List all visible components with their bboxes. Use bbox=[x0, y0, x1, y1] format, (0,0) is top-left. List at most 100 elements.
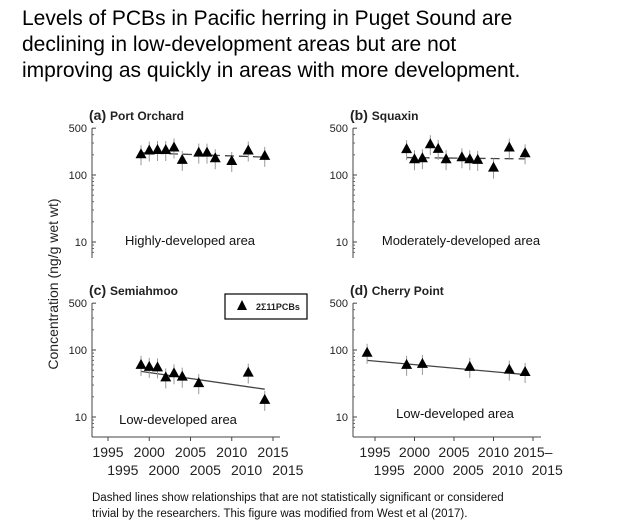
panel-squaxin: 10 100 500(b) Squaxin Moderately-developed … bbox=[330, 107, 541, 258]
data-point bbox=[519, 365, 531, 376]
data-point bbox=[201, 146, 213, 157]
legend-box bbox=[224, 293, 308, 320]
data-point bbox=[259, 149, 271, 160]
x-tick-label: 2000 bbox=[399, 444, 430, 460]
data-point bbox=[464, 360, 476, 371]
panel-port-orchard: 10 100 500(a) Port Orchard Highly-developed… bbox=[69, 107, 271, 258]
trend-line bbox=[140, 370, 265, 390]
data-point bbox=[160, 371, 172, 382]
data-point bbox=[160, 144, 172, 155]
panel-letter: (c) bbox=[89, 282, 110, 298]
data-point bbox=[503, 363, 515, 374]
data-point bbox=[456, 151, 468, 162]
y-axis-label: Concentration (ng/g wet wt) bbox=[45, 198, 61, 369]
data-point bbox=[424, 138, 436, 149]
panel-semiahmoo: 10 100 500(c) Semiahmoo Low-developed area 1… bbox=[69, 282, 304, 478]
title-line: improving as quickly in areas with more … bbox=[22, 59, 521, 82]
y-tick-label: 100 bbox=[69, 170, 87, 182]
footnote-line: Dashed lines show relationships that are… bbox=[92, 492, 504, 504]
y-tick-label: 500 bbox=[69, 123, 87, 135]
x-tick-label-secondary: 2005 bbox=[190, 462, 221, 478]
y-tick-label: 10 bbox=[336, 237, 348, 249]
x-tick-label-secondary: 1995 bbox=[107, 462, 138, 478]
x-tick-label-secondary: 2000 bbox=[413, 462, 444, 478]
panel-title: (b) Squaxin bbox=[350, 107, 418, 123]
x-tick-label: 1995 bbox=[359, 444, 390, 460]
data-point bbox=[242, 366, 254, 377]
data-point bbox=[401, 143, 413, 154]
data-point bbox=[416, 357, 428, 368]
x-tick-label: 2005 bbox=[438, 444, 469, 460]
data-point bbox=[519, 147, 531, 158]
data-point bbox=[152, 361, 163, 372]
x-tick-label: 2015– bbox=[514, 444, 553, 460]
legend: 2Σ11PCBs bbox=[224, 293, 308, 320]
data-point bbox=[152, 144, 163, 155]
x-tick-label-secondary: 2005 bbox=[453, 462, 484, 478]
data-point bbox=[209, 152, 221, 163]
data-point bbox=[464, 153, 476, 164]
panel-name: Cherry Point bbox=[372, 284, 444, 298]
data-point bbox=[193, 377, 205, 388]
panel-title: (d) Cherry Point bbox=[350, 282, 444, 298]
area-annotation: Low-developed area bbox=[119, 412, 238, 427]
x-tick-label-secondary: 2015 bbox=[272, 462, 303, 478]
x-tick-label: 2005 bbox=[175, 444, 206, 460]
y-tick-label: 100 bbox=[69, 345, 87, 357]
y-tick-label: 100 bbox=[330, 345, 348, 357]
x-tick-label-secondary: 1995 bbox=[374, 462, 405, 478]
data-point bbox=[361, 346, 373, 357]
y-tick-label: 10 bbox=[336, 412, 348, 424]
title-line: Levels of PCBs in Pacific herring in Pug… bbox=[22, 7, 513, 30]
panel-name: Port Orchard bbox=[110, 109, 184, 123]
data-point bbox=[168, 367, 180, 378]
footnote-line: trivial by the researchers. This figure … bbox=[92, 508, 468, 520]
panel-title: (c) Semiahmoo bbox=[89, 282, 178, 298]
data-point bbox=[409, 153, 420, 164]
x-tick-label-secondary: 2000 bbox=[149, 462, 180, 478]
x-tick-label-secondary: 2010 bbox=[231, 462, 262, 478]
data-point bbox=[416, 152, 428, 163]
data-point bbox=[472, 153, 484, 164]
data-point bbox=[135, 148, 147, 159]
panel-letter: (a) bbox=[89, 107, 110, 123]
y-tick-label: 10 bbox=[75, 237, 87, 249]
data-point bbox=[259, 393, 271, 404]
data-point bbox=[168, 141, 180, 152]
footnote: Dashed lines show relationships that are… bbox=[92, 490, 612, 522]
data-point bbox=[226, 154, 238, 165]
legend-label: 2Σ11PCBs bbox=[256, 302, 300, 312]
y-tick-label: 10 bbox=[75, 412, 87, 424]
data-point bbox=[143, 360, 155, 371]
data-point bbox=[488, 161, 499, 172]
data-point bbox=[401, 358, 413, 369]
y-tick-label: 500 bbox=[330, 123, 348, 135]
y-tick-label: 500 bbox=[69, 298, 87, 310]
trend-line bbox=[367, 359, 526, 376]
trend-line bbox=[406, 156, 526, 160]
data-point bbox=[242, 144, 254, 155]
data-point bbox=[176, 370, 188, 381]
data-point bbox=[503, 141, 515, 152]
data-point bbox=[440, 153, 452, 164]
data-point bbox=[193, 146, 205, 157]
data-point bbox=[143, 144, 155, 155]
legend-triangle-icon bbox=[237, 300, 247, 310]
y-tick-label: 100 bbox=[330, 170, 348, 182]
panel-title: (a) Port Orchard bbox=[89, 107, 184, 123]
panel-letter: (b) bbox=[350, 107, 372, 123]
panel-name: Squaxin bbox=[372, 109, 419, 123]
figure-title: Levels of PCBs in Pacific herring in Pug… bbox=[22, 6, 637, 84]
panel-letter: (d) bbox=[350, 282, 372, 298]
data-point bbox=[135, 358, 147, 369]
data-point bbox=[432, 142, 444, 153]
x-tick-label: 2010 bbox=[478, 444, 509, 460]
panel-cherry-point: 10 100 500(d) Cherry Point Low-developed ar… bbox=[330, 282, 563, 478]
area-annotation: Moderately-developed area bbox=[382, 233, 541, 248]
x-tick-label-secondary: 2010 bbox=[492, 462, 523, 478]
x-tick-label: 2000 bbox=[134, 444, 165, 460]
y-tick-label: 500 bbox=[330, 298, 348, 310]
area-annotation: Low-developed area bbox=[396, 406, 515, 421]
x-tick-label: 1995 bbox=[92, 444, 123, 460]
